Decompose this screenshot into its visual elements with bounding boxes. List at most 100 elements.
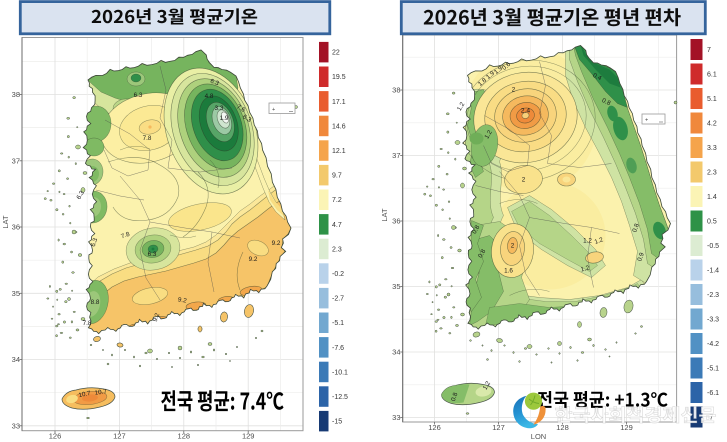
svg-text:1.6: 1.6	[504, 268, 513, 275]
svg-text:-12.5: -12.5	[332, 394, 348, 401]
svg-text:6.3: 6.3	[209, 78, 220, 88]
svg-text:-7: -7	[707, 414, 713, 421]
svg-text:17.1: 17.1	[332, 99, 346, 106]
svg-text:-15: -15	[332, 419, 342, 426]
svg-text:-7.6: -7.6	[332, 345, 344, 352]
svg-text:2.4: 2.4	[521, 108, 531, 115]
svg-text:126: 126	[49, 432, 62, 441]
svg-text:2: 2	[522, 177, 526, 184]
svg-text:9.2: 9.2	[272, 240, 281, 247]
svg-text:0.4: 0.4	[592, 72, 603, 82]
svg-text:1.2: 1.2	[456, 101, 467, 113]
svg-text:33: 33	[12, 421, 20, 430]
svg-text:4.8: 4.8	[205, 93, 214, 100]
svg-text:1.9: 1.9	[485, 70, 497, 81]
svg-text:37: 37	[12, 156, 20, 165]
svg-text:LON: LON	[531, 432, 546, 441]
svg-text:1.9: 1.9	[493, 65, 505, 76]
svg-text:1.2: 1.2	[482, 380, 493, 392]
svg-text:36: 36	[12, 223, 20, 232]
svg-text:0.8: 0.8	[601, 97, 612, 107]
svg-text:10.7: 10.7	[78, 390, 92, 399]
svg-text:0.8: 0.8	[450, 391, 460, 402]
svg-text:127: 127	[113, 432, 126, 441]
svg-text:2.3: 2.3	[707, 169, 717, 176]
svg-text:3.3: 3.3	[707, 145, 717, 152]
svg-text:0.9: 0.9	[636, 251, 646, 262]
svg-text:4.2: 4.2	[707, 120, 717, 127]
svg-text:-0.2: -0.2	[332, 271, 344, 278]
svg-text:7: 7	[707, 47, 711, 54]
svg-text:33: 33	[392, 413, 400, 422]
svg-text:35: 35	[392, 282, 400, 291]
svg-text:9.2: 9.2	[177, 296, 187, 305]
svg-text:-5.1: -5.1	[707, 365, 719, 372]
svg-text:36: 36	[392, 217, 400, 226]
svg-text:1.2: 1.2	[580, 264, 591, 273]
svg-text:6.3: 6.3	[75, 189, 86, 201]
svg-text:38: 38	[12, 90, 20, 99]
svg-text:0.5: 0.5	[707, 218, 717, 225]
svg-text:129: 129	[242, 432, 255, 441]
svg-text:12.1: 12.1	[332, 148, 346, 155]
svg-text:9.2: 9.2	[152, 312, 162, 323]
svg-text:-2.3: -2.3	[707, 292, 719, 299]
svg-text:37: 37	[392, 151, 400, 160]
svg-text:1.2: 1.2	[483, 129, 494, 141]
svg-text:2: 2	[511, 243, 515, 250]
svg-text:6.1: 6.1	[707, 71, 717, 78]
svg-text:-0.5: -0.5	[707, 243, 719, 250]
svg-text:-10.1: -10.1	[332, 369, 348, 376]
svg-text:2026년 3월 평균기온 평년 편차: 2026년 3월 평균기온 평년 편차	[423, 2, 681, 31]
svg-text:2026년 3월 평균기온: 2026년 3월 평균기온	[91, 4, 258, 29]
svg-text:2: 2	[512, 87, 516, 94]
svg-text:1.9: 1.9	[220, 115, 229, 122]
svg-text:1.4: 1.4	[707, 194, 717, 201]
svg-text:0.8: 0.8	[631, 222, 641, 233]
svg-text:6.3: 6.3	[148, 251, 157, 258]
svg-text:3.3: 3.3	[215, 105, 224, 112]
svg-text:0.6: 0.6	[501, 61, 513, 72]
svg-text:128: 128	[556, 423, 569, 432]
svg-text:2.3: 2.3	[332, 246, 342, 253]
svg-text:9.2: 9.2	[249, 256, 258, 263]
svg-text:-4.2: -4.2	[707, 341, 719, 348]
svg-text:-3.3: -3.3	[707, 316, 719, 323]
svg-text:0.8: 0.8	[471, 224, 482, 236]
svg-text:-5.1: -5.1	[332, 320, 344, 327]
svg-text:4.7: 4.7	[332, 222, 342, 229]
svg-text:전국 평균: 7.4℃: 전국 평균: 7.4℃	[161, 383, 285, 417]
svg-text:7.2: 7.2	[332, 197, 342, 204]
svg-text:126: 126	[428, 423, 441, 432]
svg-text:7.6: 7.6	[235, 103, 247, 114]
svg-text:9.7: 9.7	[332, 173, 342, 180]
svg-text:6.3: 6.3	[90, 237, 100, 248]
svg-text:LAT: LAT	[1, 215, 10, 229]
svg-text:14.6: 14.6	[332, 123, 346, 130]
svg-text:-2.7: -2.7	[332, 296, 344, 303]
svg-text:+: +	[272, 107, 275, 113]
svg-text:129: 129	[620, 423, 633, 432]
svg-text:19.5: 19.5	[332, 74, 346, 81]
svg-text:5.1: 5.1	[707, 96, 717, 103]
svg-text:-1.4: -1.4	[707, 267, 719, 274]
svg-text:-6.1: -6.1	[707, 390, 719, 397]
svg-text:7.8: 7.8	[143, 135, 152, 142]
svg-text:35: 35	[12, 289, 20, 298]
svg-text:7.8: 7.8	[83, 320, 92, 327]
svg-text:22: 22	[332, 50, 340, 57]
svg-text:34: 34	[12, 355, 20, 364]
svg-text:전국 평균: +1.3℃: 전국 평균: +1.3℃	[537, 387, 668, 413]
svg-text:127: 127	[492, 423, 505, 432]
svg-text:6.3: 6.3	[241, 113, 253, 124]
svg-text:8.8: 8.8	[91, 299, 100, 306]
svg-text:128: 128	[178, 432, 191, 441]
svg-text:34: 34	[392, 348, 400, 357]
svg-text:6.3: 6.3	[134, 92, 143, 99]
svg-text:10.7: 10.7	[94, 388, 108, 397]
svg-text:1.8: 1.8	[477, 77, 489, 88]
svg-text:7.8: 7.8	[120, 231, 131, 241]
svg-text:한국사회적경제신문: 한국사회적경제신문	[555, 402, 717, 428]
svg-text:1.2: 1.2	[583, 238, 592, 245]
svg-text:1.2: 1.2	[594, 236, 605, 246]
